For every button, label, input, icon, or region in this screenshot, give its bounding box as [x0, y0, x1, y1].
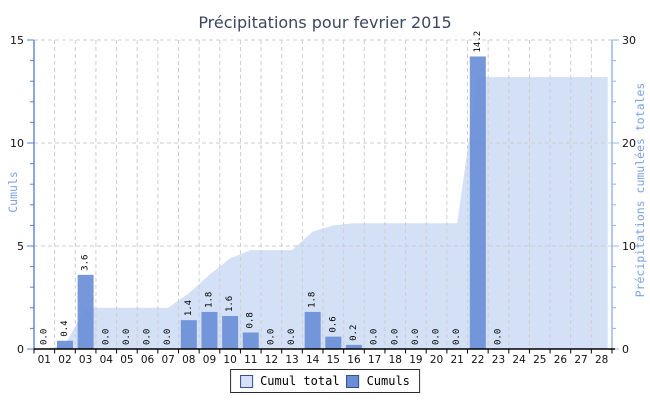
bar-day-15 [325, 336, 342, 349]
bar-value-label: 0.0 [163, 329, 173, 345]
x-axis-day-label: 16 [347, 354, 361, 366]
bar-value-label: 0.0 [266, 329, 276, 345]
x-axis-day-label: 02 [58, 354, 71, 366]
legend-swatch-cumul-total [240, 374, 254, 388]
left-axis-tick-label: 10 [10, 137, 24, 150]
x-axis-day-label: 15 [327, 354, 340, 366]
bar-value-label: 0.0 [143, 329, 153, 345]
x-axis-day-label: 24 [512, 354, 526, 366]
x-axis-day-label: 28 [595, 354, 608, 366]
cumuls-bar-series: 0.0 0.4 3.6 0.0 0.0 0.0 0.0 1.4 1.8 1.6 0.8 0.0 0.0 1… [39, 31, 503, 349]
bar-value-label: 14.2 [473, 31, 483, 53]
bar-value-label: 3.6 [81, 255, 91, 271]
bar-value-label: 1.8 [204, 292, 214, 308]
legend-label-cumul-total: Cumul total [260, 374, 340, 388]
bar-value-label: 0.0 [390, 329, 400, 345]
legend-swatch-cumuls [346, 374, 360, 388]
bar-value-label: 0.0 [101, 329, 111, 345]
bar-value-label: 0.0 [432, 329, 442, 345]
left-axis: 0 5 10 15 [10, 34, 35, 356]
gridlines [34, 39, 612, 349]
bar-day-08 [180, 320, 197, 349]
legend: Cumul total Cumuls [230, 369, 420, 393]
x-axis-day-label: 26 [554, 354, 568, 366]
x-axis-day-label: 21 [450, 354, 463, 366]
bar-day-09 [201, 311, 218, 349]
left-axis-tick-label: 5 [17, 240, 24, 253]
bar-day-03 [77, 274, 94, 349]
x-axis-day-label: 10 [223, 354, 236, 366]
x-axis-day-label: 11 [244, 354, 257, 366]
bar-day-22 [469, 56, 486, 349]
bar-value-label: 0.0 [370, 329, 380, 345]
bar-day-14 [304, 311, 321, 349]
chart-title: Précipitations pour fevrier 2015 [198, 13, 452, 32]
x-axis-day-label: 13 [285, 354, 298, 366]
x-axis-day-label: 05 [120, 354, 133, 366]
bar-value-label: 1.8 [308, 292, 318, 308]
right-axis: 0 10 20 30 [611, 34, 636, 356]
bar-day-02 [56, 340, 73, 349]
x-axis-day-label: 01 [38, 354, 51, 366]
x-axis-day-label: 19 [409, 354, 422, 366]
bar-day-11 [242, 332, 259, 349]
cumulative-area-series [44, 77, 608, 349]
bar-value-label: 0.0 [287, 329, 297, 345]
x-axis-day-label: 03 [79, 354, 92, 366]
x-axis-day-label: 18 [389, 354, 402, 366]
x-axis-day-label: 27 [574, 354, 587, 366]
bar-value-label: 0.0 [452, 329, 462, 345]
bar-value-label: 0.0 [122, 329, 132, 345]
bar-value-label: 0.2 [349, 325, 359, 341]
right-axis-tick-label: 20 [622, 137, 636, 150]
x-axis-day-label: 09 [203, 354, 216, 366]
bar-day-16 [345, 344, 362, 349]
x-axis-day-label: 08 [182, 354, 195, 366]
x-axis-day-label: 17 [368, 354, 381, 366]
left-axis-tick-label: 15 [10, 34, 24, 47]
legend-label-cumuls: Cumuls [366, 374, 410, 388]
bar-value-label: 0.0 [39, 329, 49, 345]
right-axis-tick-label: 0 [622, 343, 629, 356]
right-axis-tick-label: 10 [622, 240, 636, 253]
bar-value-label: 0.0 [493, 329, 503, 345]
x-axis-day-label: 04 [100, 354, 114, 366]
x-axis-day-label: 12 [265, 354, 278, 366]
x-axis-day-label: 06 [141, 354, 155, 366]
bar-value-label: 0.0 [411, 329, 421, 345]
bar-value-label: 0.6 [328, 316, 338, 332]
bar-value-label: 1.4 [184, 300, 194, 316]
x-axis-day-label: 23 [492, 354, 505, 366]
x-axis-day-label: 07 [161, 354, 174, 366]
x-axis-day-label: 20 [430, 354, 443, 366]
left-axis-tick-label: 0 [17, 343, 24, 356]
x-axis-day-label: 14 [306, 354, 320, 366]
area-cumul-total [44, 77, 608, 349]
x-axis-day-label: 22 [471, 354, 484, 366]
x-axis-day-label: 25 [533, 354, 546, 366]
bar-value-label: 1.6 [225, 296, 235, 312]
bar-value-label: 0.8 [246, 312, 256, 328]
right-axis-tick-label: 30 [622, 34, 636, 47]
x-axis: 01 02 03 04 05 06 07 08 09 10 11 12 13 14 15 16 17 18 19 20… [33, 348, 615, 366]
bar-day-10 [222, 316, 239, 349]
bar-value-label: 0.4 [60, 320, 70, 336]
